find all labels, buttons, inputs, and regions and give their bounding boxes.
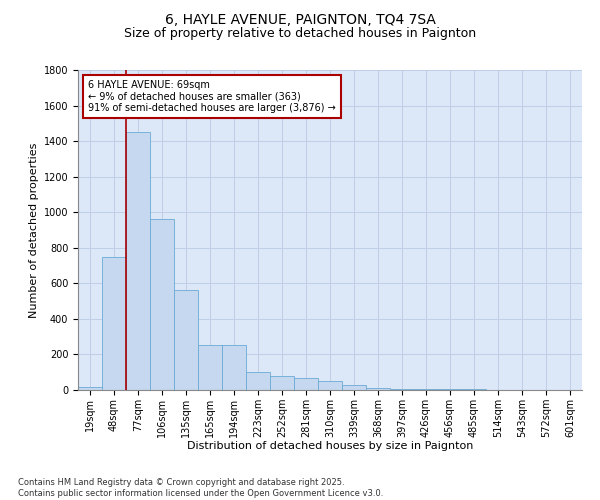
Bar [414,389,438,390]
X-axis label: Distribution of detached houses by size in Paignton: Distribution of detached houses by size … [187,442,473,452]
Bar [102,256,126,390]
Bar [174,290,198,390]
Text: 6, HAYLE AVENUE, PAIGNTON, TQ4 7SA: 6, HAYLE AVENUE, PAIGNTON, TQ4 7SA [164,12,436,26]
Bar [78,388,102,390]
Bar [390,388,414,390]
Bar [342,384,366,390]
Text: Contains HM Land Registry data © Crown copyright and database right 2025.
Contai: Contains HM Land Registry data © Crown c… [18,478,383,498]
Bar [126,132,150,390]
Text: 6 HAYLE AVENUE: 69sqm
← 9% of detached houses are smaller (363)
91% of semi-deta: 6 HAYLE AVENUE: 69sqm ← 9% of detached h… [88,80,336,113]
Bar [294,378,318,390]
Bar [222,344,246,390]
Y-axis label: Number of detached properties: Number of detached properties [29,142,40,318]
Bar [318,381,342,390]
Text: Size of property relative to detached houses in Paignton: Size of property relative to detached ho… [124,28,476,40]
Bar [438,389,462,390]
Bar [270,376,294,390]
Bar [366,388,390,390]
Bar [198,344,222,390]
Bar [246,372,270,390]
Bar [150,220,174,390]
